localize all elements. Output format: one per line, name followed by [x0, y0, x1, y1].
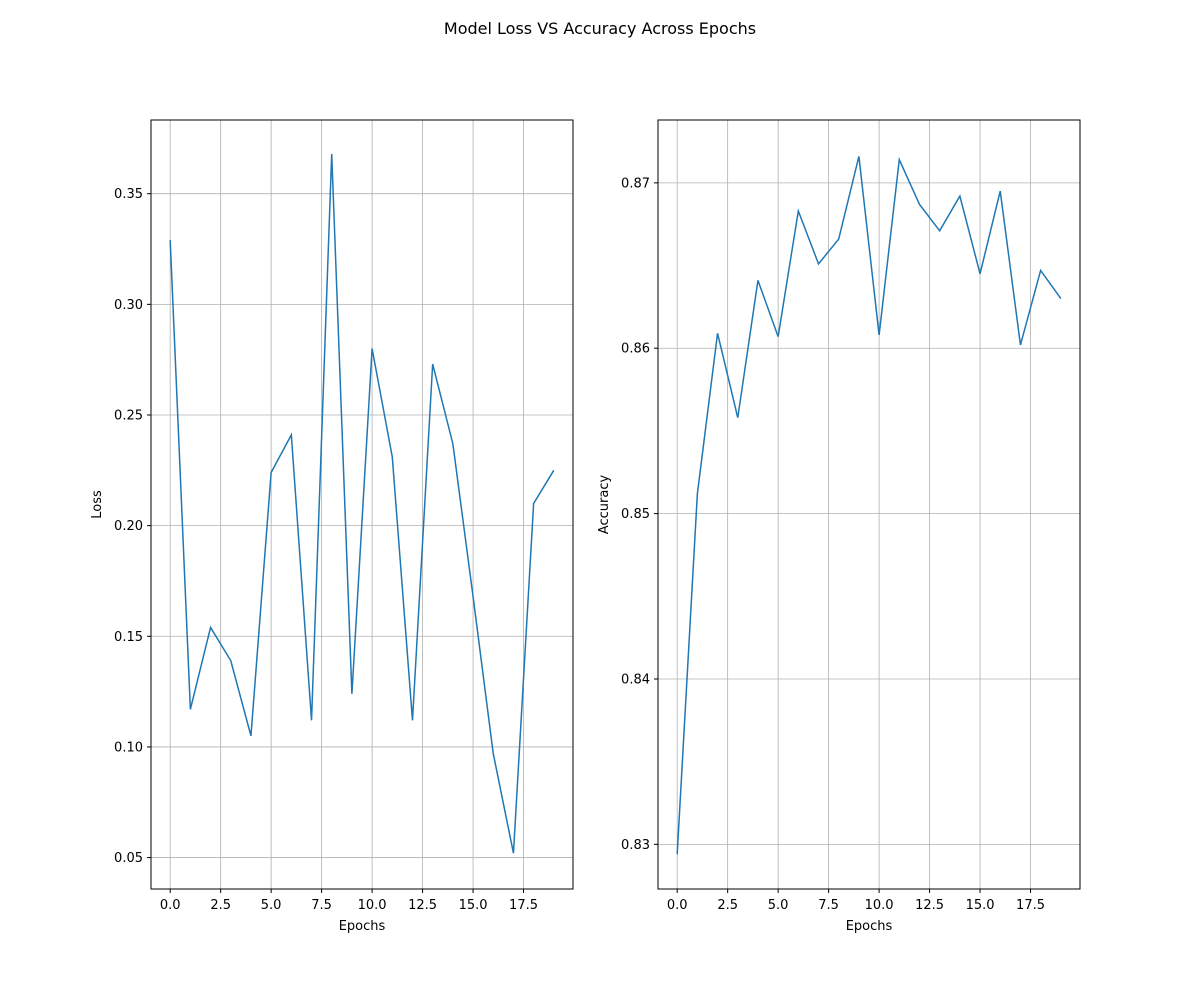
loss-x-tick-label: 10.0 [358, 898, 387, 913]
loss-x-tick-label: 12.5 [408, 898, 437, 913]
accuracy-x-tick-label: 15.0 [966, 898, 995, 913]
accuracy-axes-frame [657, 119, 1081, 890]
loss-y-tick-label: 0.15 [114, 630, 143, 645]
figure-title: Model Loss VS Accuracy Across Epochs [444, 19, 756, 38]
accuracy-y-tick-label: 0.83 [621, 838, 650, 853]
loss-grid [151, 120, 573, 889]
accuracy-subplot: 0.0 2.5 5.0 7.5 10.0 12.5 15.0 17.5 0.830.840.8… [597, 119, 1081, 934]
accuracy-grid [658, 120, 1080, 889]
accuracy-y-tick-label: 0.87 [621, 176, 650, 191]
accuracy-y-ticks: 0.83 0.84 0.85 0.86 0.87 [621, 176, 658, 853]
loss-x-tick-label: 0.0 [160, 898, 181, 913]
accuracy-y-axis-label: Accuracy [597, 475, 612, 535]
accuracy-x-tick-label: 7.5 [818, 898, 839, 913]
loss-subplot: 0.0 2.5 5.0 7.5 10.0 12.5 15.0 17.5 0.05 0.10 0.1… [90, 119, 574, 934]
loss-y-tick-label: 0.30 [114, 298, 143, 313]
accuracy-x-tick-label: 17.5 [1016, 898, 1045, 913]
loss-y-ticks: 0.05 0.10 0.15 0.20 0.25 0.30 0.35 [114, 187, 151, 866]
accuracy-x-tick-label: 2.5 [717, 898, 738, 913]
loss-x-axis-label: Epochs [339, 919, 386, 934]
loss-y-tick-label: 0.10 [114, 740, 143, 755]
accuracy-y-tick-label: 0.84 [621, 672, 650, 687]
loss-y-tick-label: 0.05 [114, 851, 143, 866]
loss-x-tick-label: 2.5 [210, 898, 231, 913]
accuracy-x-axis-label: Epochs [846, 919, 893, 934]
accuracy-x-ticks: 0.0 2.5 5.0 7.5 10.0 12.5 15.0 17.5 [667, 889, 1045, 913]
accuracy-line [676, 156, 1062, 855]
loss-y-tick-label: 0.20 [114, 519, 143, 534]
accuracy-x-tick-label: 10.0 [865, 898, 894, 913]
loss-y-tick-label: 0.35 [114, 187, 143, 202]
loss-x-tick-label: 17.5 [509, 898, 538, 913]
loss-x-tick-label: 15.0 [459, 898, 488, 913]
accuracy-x-tick-label: 12.5 [915, 898, 944, 913]
accuracy-y-tick-label: 0.85 [621, 507, 650, 522]
loss-axes-frame [150, 119, 574, 890]
loss-x-ticks: 0.0 2.5 5.0 7.5 10.0 12.5 15.0 17.5 [160, 889, 538, 913]
loss-line [169, 153, 555, 854]
loss-x-tick-label: 5.0 [261, 898, 282, 913]
accuracy-x-tick-label: 5.0 [768, 898, 789, 913]
loss-y-tick-label: 0.25 [114, 408, 143, 423]
accuracy-y-tick-label: 0.86 [621, 342, 650, 357]
loss-y-axis-label: Loss [90, 490, 105, 519]
accuracy-x-tick-label: 0.0 [667, 898, 688, 913]
loss-x-tick-label: 7.5 [311, 898, 332, 913]
